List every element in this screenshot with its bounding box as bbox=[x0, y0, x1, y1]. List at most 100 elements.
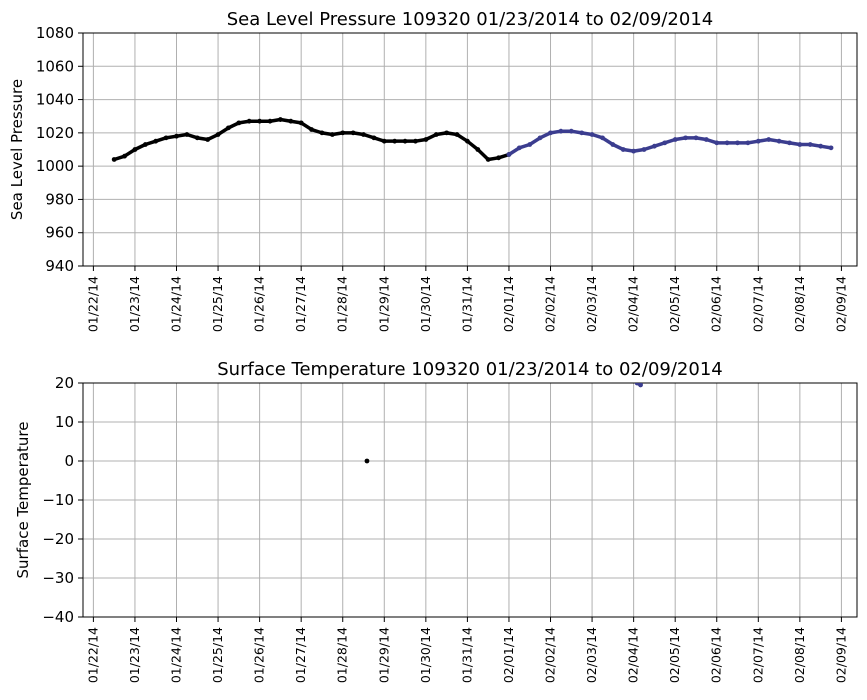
x-tick-label: 02/08/14 bbox=[792, 627, 807, 683]
data-point bbox=[236, 120, 242, 126]
data-point bbox=[340, 130, 346, 136]
data-point bbox=[267, 118, 273, 124]
x-tick-label: 02/03/14 bbox=[584, 627, 599, 683]
plot-frame bbox=[82, 32, 858, 267]
y-tick-label: 1080 bbox=[36, 24, 74, 42]
y-tick-label: −20 bbox=[42, 530, 74, 548]
y-tick-label: 10 bbox=[55, 413, 74, 431]
y-tick-label: −40 bbox=[42, 608, 74, 626]
data-point bbox=[288, 118, 294, 124]
x-tick-label: 01/23/14 bbox=[127, 276, 142, 332]
x-tick-label: 02/07/14 bbox=[750, 627, 765, 683]
data-point bbox=[600, 135, 605, 141]
data-point bbox=[257, 118, 263, 124]
x-tick-label: 02/02/14 bbox=[543, 276, 558, 332]
data-point bbox=[641, 147, 647, 152]
data-point bbox=[381, 138, 387, 144]
x-tick-label: 01/30/14 bbox=[418, 627, 433, 683]
x-tick-label: 02/03/14 bbox=[584, 276, 599, 332]
data-point bbox=[589, 132, 595, 137]
data-point bbox=[568, 128, 574, 134]
chart-title: Sea Level Pressure 109320 01/23/2014 to … bbox=[227, 9, 714, 30]
y-tick-label: −10 bbox=[42, 491, 74, 509]
x-tick-label: 01/27/14 bbox=[293, 276, 308, 332]
data-layer bbox=[111, 117, 834, 162]
data-point bbox=[724, 140, 730, 146]
data-point bbox=[163, 135, 169, 141]
x-tick-label: 01/24/14 bbox=[169, 276, 184, 332]
data-point bbox=[745, 140, 751, 146]
x-tick-label: 02/09/14 bbox=[833, 276, 848, 332]
y-tick-label: 980 bbox=[45, 190, 74, 208]
data-layer bbox=[364, 383, 643, 464]
data-point bbox=[350, 130, 356, 136]
x-tick-label: 01/22/14 bbox=[85, 627, 100, 683]
x-tick-label: 02/01/14 bbox=[501, 627, 516, 683]
data-point bbox=[111, 157, 117, 162]
x-tick-label: 02/04/14 bbox=[626, 627, 641, 683]
x-tick-label: 01/27/14 bbox=[293, 627, 308, 683]
data-point bbox=[298, 120, 304, 126]
data-point bbox=[548, 130, 553, 136]
temperature-panel: −40 −30 −20 −10 0 10 20 01/22/14 01/23/14 01/24/1… bbox=[14, 359, 858, 683]
data-point bbox=[828, 145, 834, 151]
data-point bbox=[184, 132, 190, 137]
x-tick-label: 02/05/14 bbox=[667, 627, 682, 683]
data-point bbox=[558, 128, 564, 134]
data-point bbox=[693, 135, 699, 141]
data-point bbox=[755, 138, 761, 144]
data-point bbox=[132, 147, 138, 152]
chart-title: Surface Temperature 109320 01/23/2014 to… bbox=[217, 359, 722, 380]
data-point bbox=[226, 125, 231, 131]
data-point bbox=[496, 155, 501, 161]
data-point bbox=[433, 132, 439, 137]
data-point bbox=[506, 152, 512, 157]
x-tick-label: 01/28/14 bbox=[335, 627, 350, 683]
data-point bbox=[174, 133, 179, 139]
data-point bbox=[527, 142, 533, 147]
y-tick-label: 1060 bbox=[36, 57, 74, 75]
y-tick-label: 1000 bbox=[36, 157, 74, 175]
x-tick-label: 02/09/14 bbox=[833, 627, 848, 683]
data-point bbox=[776, 138, 782, 144]
data-point bbox=[205, 137, 211, 142]
data-point bbox=[194, 135, 200, 141]
x-tick-label: 01/29/14 bbox=[376, 276, 391, 332]
x-tick-label: 01/26/14 bbox=[252, 627, 267, 683]
x-tick-label: 02/02/14 bbox=[543, 627, 558, 683]
x-tick-label: 02/07/14 bbox=[750, 276, 765, 332]
data-point bbox=[714, 140, 720, 146]
y-tick-label: 20 bbox=[55, 374, 74, 392]
x-tick-label: 02/01/14 bbox=[501, 276, 516, 332]
data-point bbox=[309, 127, 314, 132]
series-line bbox=[112, 117, 511, 162]
y-tick-label: 960 bbox=[45, 224, 74, 242]
series-line bbox=[507, 129, 833, 157]
x-tick-label: 01/24/14 bbox=[169, 627, 184, 683]
y-tick-label: 1020 bbox=[36, 124, 74, 142]
x-tick-label: 01/25/14 bbox=[210, 627, 225, 683]
data-point bbox=[787, 140, 792, 146]
data-point bbox=[392, 138, 398, 144]
x-tick-label: 01/25/14 bbox=[210, 276, 225, 332]
data-point bbox=[807, 142, 813, 147]
data-point bbox=[329, 132, 335, 137]
x-tick-label: 02/08/14 bbox=[792, 276, 807, 332]
data-point bbox=[364, 458, 370, 464]
x-tick-label: 02/06/14 bbox=[709, 627, 724, 683]
data-point bbox=[537, 135, 543, 141]
x-tick-label: 01/26/14 bbox=[252, 276, 267, 332]
data-point bbox=[652, 143, 657, 149]
data-point bbox=[516, 145, 522, 151]
data-point bbox=[683, 135, 688, 141]
data-point bbox=[371, 135, 377, 141]
data-point bbox=[475, 147, 481, 152]
x-tick-label: 01/28/14 bbox=[335, 276, 350, 332]
data-point bbox=[122, 153, 127, 159]
data-point bbox=[638, 383, 643, 388]
data-point bbox=[142, 142, 148, 147]
data-point bbox=[413, 138, 418, 144]
x-tick-label: 01/29/14 bbox=[376, 627, 391, 683]
plot-frame bbox=[82, 382, 858, 618]
